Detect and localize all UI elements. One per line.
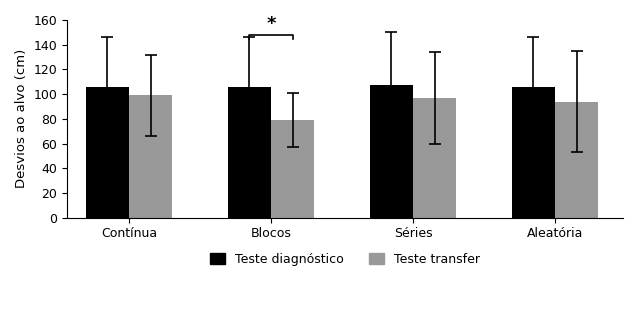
Text: *: * (266, 15, 276, 33)
Legend: Teste diagnóstico, Teste transfer: Teste diagnóstico, Teste transfer (205, 248, 485, 271)
Bar (413, 98, 456, 218)
Y-axis label: Desvios ao alvo (cm): Desvios ao alvo (cm) (15, 49, 28, 188)
Bar (370, 85, 413, 218)
Bar (129, 95, 172, 218)
Bar (228, 87, 271, 218)
Bar (512, 87, 555, 218)
Bar (555, 101, 598, 218)
Bar (271, 120, 314, 218)
Bar (85, 87, 129, 218)
